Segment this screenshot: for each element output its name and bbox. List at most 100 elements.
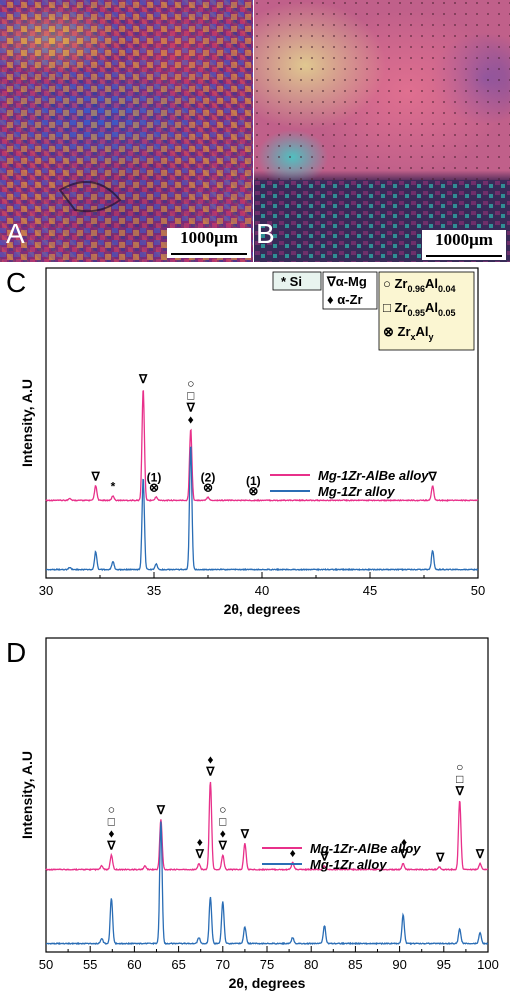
x-tick-label: 50 <box>39 957 53 972</box>
x-axis-label: 2θ, degrees <box>224 601 301 617</box>
panel-letter-a: A <box>6 218 25 249</box>
y-axis-label: Intensity, A.U <box>19 751 35 839</box>
phase-marker: ○ <box>108 803 115 817</box>
peak-annotation: ∇□○ <box>455 760 465 798</box>
x-tick-label: 70 <box>216 957 230 972</box>
phase-marker: ♦ <box>188 412 194 426</box>
legend-label: Mg-1Zr-AlBe alloy <box>310 841 421 856</box>
peak-annotation: ∇♦ <box>205 753 215 779</box>
phase-marker-label: (1) <box>147 470 162 484</box>
x-axis-label: 2θ, degrees <box>229 975 306 991</box>
phase-legend-zral-1: ○ Zr0.96Al0.04 <box>383 276 456 294</box>
scale-bar-a-line <box>171 253 247 255</box>
phase-marker: ♦ <box>220 827 226 841</box>
peak-annotation: ⊗(1) <box>246 474 261 498</box>
peak-annotation: ∇ <box>319 849 329 863</box>
phase-marker: ∇ <box>195 847 205 861</box>
phase-legend-alpha-zr: ♦ α-Zr <box>327 292 363 307</box>
phase-marker: ∇ <box>475 847 485 861</box>
x-tick-label: 80 <box>304 957 318 972</box>
x-tick-label: 40 <box>255 583 269 598</box>
peak-annotation: ♦ <box>290 846 296 860</box>
phase-legend-zral-box <box>378 271 475 351</box>
series-mg-1zr-albe <box>45 781 489 872</box>
phase-marker: ∇ <box>138 372 148 386</box>
phase-marker: ∇ <box>399 847 409 861</box>
phase-legend-si: * Si <box>281 274 302 289</box>
series-line <box>46 821 489 946</box>
phase-marker: ⊗ <box>248 484 258 498</box>
phase-marker-label: (2) <box>201 470 216 484</box>
phase-marker: ∇ <box>428 469 438 483</box>
phase-marker: ○ <box>456 760 463 774</box>
phase-marker: ∇ <box>186 400 196 414</box>
phase-marker: ∇ <box>218 839 228 853</box>
x-tick-label: 55 <box>83 957 97 972</box>
phase-marker: ∇ <box>205 765 215 779</box>
scale-bar-a-label: 1000μm <box>180 228 238 247</box>
micrograph-a-texture <box>0 0 253 262</box>
panel-letter-b: B <box>256 218 275 249</box>
micrograph-b-texture <box>254 0 510 262</box>
peak-annotation: ∇ <box>435 851 445 865</box>
scale-bar-b: 1000μm <box>422 230 506 260</box>
peak-annotation: * <box>111 479 116 493</box>
peak-annotation: ⊗(1) <box>147 470 162 494</box>
legend-label: Mg-1Zr alloy <box>318 484 395 499</box>
peak-annotation: ∇ <box>91 469 101 483</box>
phase-marker: ⊗ <box>149 480 159 494</box>
x-tick-label: 75 <box>260 957 274 972</box>
peak-annotation: ∇ <box>240 827 250 841</box>
panel-letter-d: D <box>6 637 26 668</box>
series-line <box>45 390 479 503</box>
series-mg-1zr <box>46 444 479 572</box>
peak-annotation: ∇ <box>156 803 166 817</box>
xrd-chart-d: 50 55 60 65 70 75 80 85 90 95 100 2θ, degrees Intens… <box>6 637 499 991</box>
phase-legend-alpha-box <box>322 271 378 310</box>
phase-marker: ○ <box>187 376 194 390</box>
series-mg-1zr <box>46 821 489 946</box>
phase-marker: ∇ <box>156 803 166 817</box>
phase-legend-alpha-mg: ∇α-Mg <box>326 274 367 289</box>
phase-marker: * <box>111 479 116 493</box>
phase-marker: ♦ <box>108 827 114 841</box>
panel-letter-c: C <box>6 267 26 298</box>
phase-marker: □ <box>108 815 115 829</box>
phase-legend: * Si ∇α-Mg ♦ α-Zr ○ Zr0.96Al0.04 □ Zr0.95Al0… <box>272 271 475 351</box>
x-tick-label: 35 <box>147 583 161 598</box>
phase-marker: ♦ <box>290 846 296 860</box>
series-line <box>45 781 489 872</box>
peak-annotation: ∇ <box>475 847 485 861</box>
series-line <box>46 446 479 572</box>
phase-marker: □ <box>456 772 463 786</box>
x-tick-label: 85 <box>348 957 362 972</box>
phase-legend-zral-3: ⊗ ZrxAly <box>383 324 434 342</box>
phase-marker-label: (1) <box>246 474 261 488</box>
xrd-chart-c: 30 35 40 45 50 2θ, degrees Intensity, A.U C ∇ * ∇ ⊗… <box>6 267 485 617</box>
scale-bar-b-line <box>426 255 502 257</box>
phase-marker: □ <box>219 815 226 829</box>
peak-annotation: ∇ <box>138 372 148 386</box>
y-axis-label: Intensity, A.U <box>19 379 35 467</box>
micrograph-b: B 1000μm <box>254 0 510 262</box>
phase-marker: □ <box>187 388 194 402</box>
phase-marker: ♦ <box>197 835 203 849</box>
phase-marker: ∇ <box>319 849 329 863</box>
scale-bar-b-label: 1000μm <box>435 230 493 249</box>
peak-annotation: ∇♦ <box>195 835 205 861</box>
x-tick-label: 100 <box>477 957 499 972</box>
x-tick-label: 50 <box>471 583 485 598</box>
phase-marker: ♦ <box>401 835 407 849</box>
phase-marker: ♦ <box>207 753 213 767</box>
peak-annotation: ♦∇□○ <box>186 376 196 426</box>
peak-annotation: ∇ <box>428 469 438 483</box>
phase-marker: ∇ <box>91 469 101 483</box>
phase-marker: ∇ <box>240 827 250 841</box>
x-tick-label: 45 <box>363 583 377 598</box>
phase-marker: ○ <box>219 803 226 817</box>
x-tick-label: 95 <box>437 957 451 972</box>
series-mg-1zr-albe <box>45 389 479 503</box>
peak-annotation: ∇♦ <box>399 835 409 861</box>
